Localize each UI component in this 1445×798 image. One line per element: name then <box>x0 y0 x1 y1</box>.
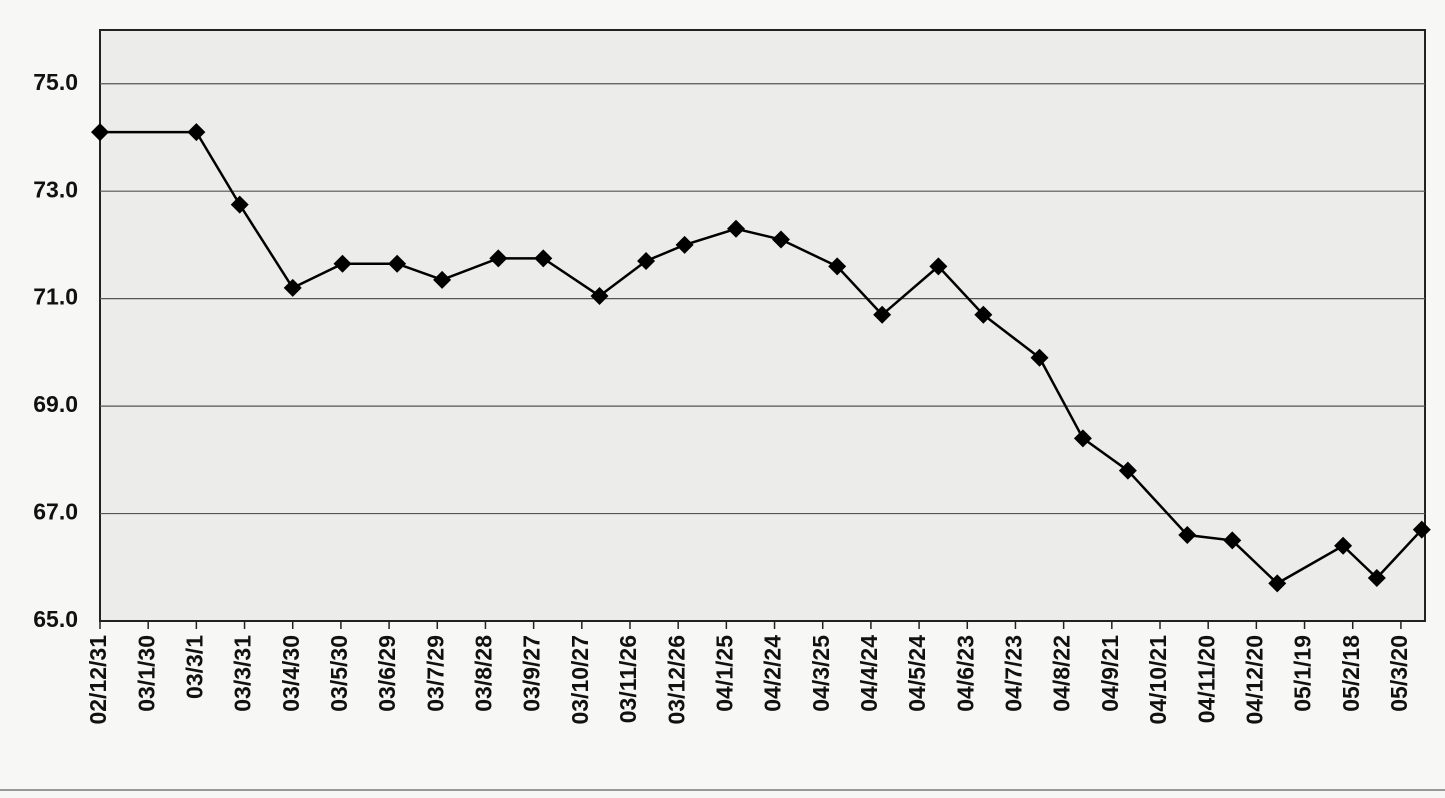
marker <box>1412 520 1431 539</box>
x-tick-label: 04/5/24 <box>904 635 930 712</box>
x-tick-label: 03/8/28 <box>471 635 497 712</box>
x-tick-label: 03/5/30 <box>326 635 352 712</box>
x-tick-label: 03/9/27 <box>519 635 545 712</box>
x-tick-label: 02/12/31 <box>85 635 111 725</box>
marker <box>1223 531 1242 550</box>
marker <box>1268 574 1287 593</box>
plot-area <box>99 29 1426 622</box>
x-tick-label: 03/4/30 <box>278 635 304 712</box>
marker <box>675 235 694 254</box>
x-tick-label: 04/8/22 <box>1049 635 1075 712</box>
y-tick-label: 67.0 <box>33 499 78 525</box>
marker <box>828 257 847 276</box>
marker <box>433 270 452 289</box>
marker <box>333 254 352 273</box>
marker <box>1030 348 1049 367</box>
x-tick-label: 04/2/24 <box>760 635 786 712</box>
marker <box>727 219 745 238</box>
marker <box>489 249 508 268</box>
x-tick-label: 03/1/30 <box>133 635 159 712</box>
x-tick-label: 04/12/20 <box>1241 635 1267 725</box>
x-tick-label: 04/1/25 <box>711 635 737 712</box>
marker <box>534 249 553 268</box>
x-tick-label: 04/4/24 <box>856 635 882 712</box>
x-tick-label: 03/10/27 <box>567 635 593 725</box>
x-tick-label: 04/7/23 <box>1001 635 1027 712</box>
x-tick-label: 04/3/25 <box>808 635 834 712</box>
x-tick-label: 03/3/31 <box>230 635 256 712</box>
marker <box>388 254 407 273</box>
y-tick-label: 73.0 <box>33 176 78 202</box>
marker <box>283 278 302 297</box>
marker <box>637 252 656 271</box>
marker <box>590 286 609 305</box>
x-tick-label: 04/9/21 <box>1097 635 1123 712</box>
x-tick-label: 05/1/19 <box>1290 635 1316 712</box>
marker <box>929 257 948 276</box>
marker <box>1118 461 1137 480</box>
marker <box>91 123 109 142</box>
marker <box>187 123 206 142</box>
marker <box>974 305 993 324</box>
x-tick-label: 04/11/20 <box>1193 635 1219 723</box>
x-tick-label: 04/6/23 <box>952 635 978 712</box>
y-tick-label: 69.0 <box>33 391 78 417</box>
x-tick-label: 03/3/1 <box>181 635 207 699</box>
marker <box>1334 536 1353 555</box>
x-tick-label: 05/3/20 <box>1386 635 1412 712</box>
x-tick-label: 03/7/29 <box>422 635 448 712</box>
x-tick-label: 03/12/26 <box>663 635 689 725</box>
marker <box>1367 569 1386 588</box>
x-tick-label: 05/2/18 <box>1338 635 1364 712</box>
marker <box>771 230 790 249</box>
y-tick-label: 75.0 <box>33 69 78 95</box>
marker <box>873 305 892 324</box>
x-tick-label: 03/6/29 <box>374 635 400 712</box>
x-tick-label: 03/11/26 <box>615 635 641 723</box>
marker <box>1178 526 1197 545</box>
marker <box>230 195 249 214</box>
y-tick-label: 71.0 <box>33 284 78 310</box>
x-tick-label: 04/10/21 <box>1145 635 1171 725</box>
y-tick-label: 65.0 <box>33 606 78 632</box>
marker <box>1073 429 1092 448</box>
